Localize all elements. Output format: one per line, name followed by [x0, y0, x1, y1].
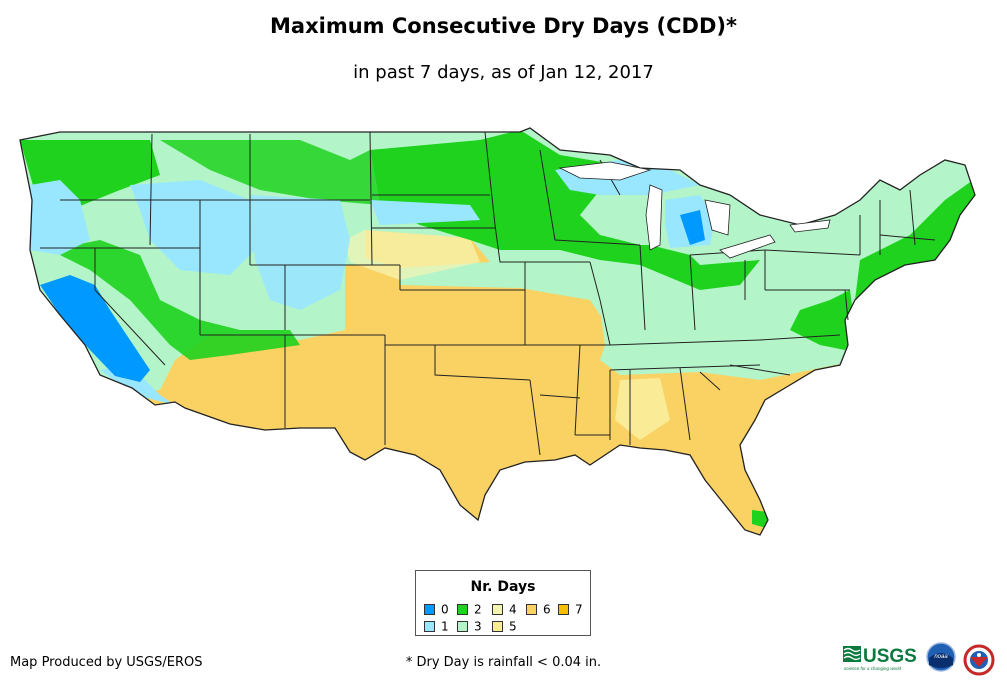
legend-swatch	[424, 604, 435, 615]
dry-day-footnote: * Dry Day is rainfall < 0.04 in.	[405, 655, 602, 670]
legend-label: 7	[575, 602, 583, 617]
legend-label: 3	[474, 619, 482, 634]
legend-swatch	[457, 621, 468, 632]
noaa-wordmark: noaa	[934, 654, 948, 660]
legend-label: 0	[441, 602, 449, 617]
lake-superior	[558, 161, 652, 181]
zone-0-days-michigan	[680, 210, 705, 245]
lake-erie	[719, 234, 776, 259]
legend-title: Nr. Days	[470, 579, 536, 595]
legend-item: 2	[457, 603, 482, 616]
legend-swatch	[558, 604, 569, 615]
zone-1-day-coast	[30, 180, 90, 255]
legend-label: 1	[441, 619, 449, 634]
usgs-tagline: science for a changing world	[844, 666, 902, 671]
legend-label: 6	[543, 602, 551, 617]
zone-1-day-idaho	[130, 180, 255, 275]
state-borders	[40, 131, 936, 456]
zone-1-day-wyoming	[250, 195, 350, 310]
legend-item: 3	[457, 620, 482, 633]
map-subtitle: in past 7 days, as of Jan 12, 2017	[353, 62, 654, 83]
lake-michigan	[645, 184, 663, 251]
map-credit: Map Produced by USGS/EROS	[10, 655, 203, 670]
agency-logos: USGS science for a changing world noaa	[843, 642, 995, 676]
legend-swatch	[492, 621, 503, 632]
legend-label: 4	[509, 602, 517, 617]
legend-item: 4	[492, 603, 517, 616]
dry-days-zones	[20, 130, 975, 535]
legend-swatch	[492, 604, 503, 615]
lake-ontario	[789, 219, 831, 233]
zone-2-days-newengland	[855, 175, 975, 300]
zone-4-days	[345, 230, 480, 280]
legend-item: 6	[526, 603, 551, 616]
us-outline	[19, 127, 976, 536]
legend-item: 1	[424, 620, 449, 633]
usgs-wordmark: USGS	[863, 646, 917, 667]
usgs-logo: USGS science for a changing world	[843, 646, 917, 671]
zone-5-days	[615, 378, 670, 440]
nws-logo	[963, 644, 995, 676]
legend-label: 2	[474, 602, 482, 617]
zone-2-days-west	[50, 240, 300, 360]
legend-label: 5	[509, 619, 517, 634]
legend-item: 5	[492, 620, 517, 633]
zone-2-days-north	[370, 130, 760, 290]
legend-swatch	[457, 604, 468, 615]
legend-swatch	[526, 604, 537, 615]
legend-swatch	[424, 621, 435, 632]
noaa-logo: noaa	[926, 642, 956, 672]
map-title: Maximum Consecutive Dry Days (CDD)*	[270, 14, 737, 38]
legend: Nr. Days 0 1 2 3 4 5 6 7	[415, 570, 591, 636]
zone-1-day-dakotas	[370, 200, 480, 225]
zone-2-days-montana	[160, 140, 380, 205]
legend-item: 7	[558, 603, 583, 616]
zone-0-days-california	[40, 275, 150, 382]
zone-3-days-midwest	[490, 225, 820, 368]
legend-item: 0	[424, 603, 449, 616]
lake-huron	[704, 199, 731, 236]
zone-2-days-florida	[752, 510, 768, 528]
